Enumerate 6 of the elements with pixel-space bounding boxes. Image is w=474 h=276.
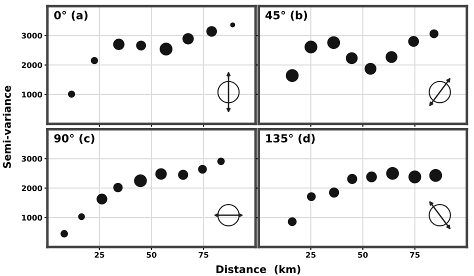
y-axis-title: Semi-variance (2, 86, 11, 168)
x-axis-title: Distance (km) (216, 265, 300, 274)
chart-title: 135° (d) (266, 134, 315, 144)
chart-title: 45° (b) (265, 10, 307, 21)
chart-title: 0° (a) (54, 10, 88, 21)
chart-title: 90° (c) (54, 134, 94, 144)
